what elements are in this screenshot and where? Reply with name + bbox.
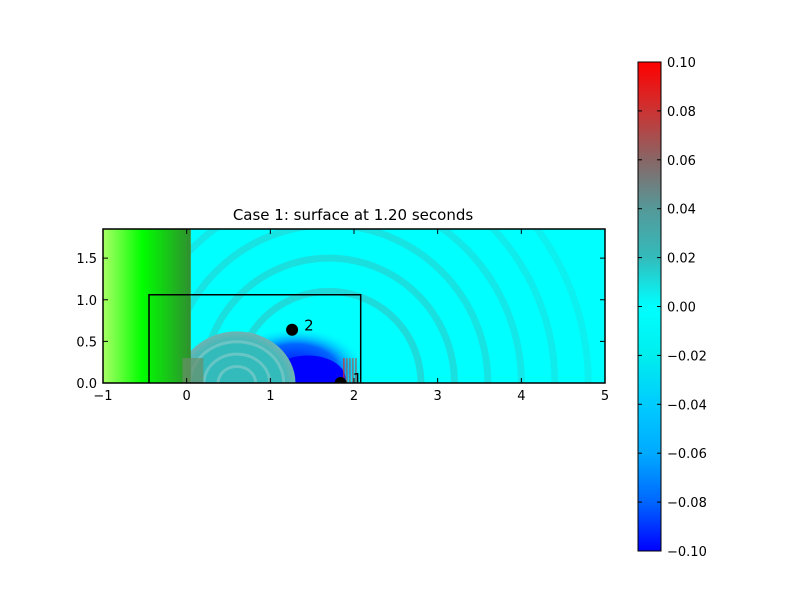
- x-tick-label: −1: [93, 389, 112, 404]
- y-tick-label: 0.0: [76, 377, 97, 392]
- region-box: [148, 294, 362, 383]
- x-tick-label: 3: [434, 389, 442, 404]
- positive-stripe: [343, 358, 345, 383]
- colorbar-tick-label: 0.04: [667, 203, 696, 218]
- colorbar-tick-label: 0.02: [667, 252, 696, 267]
- colorbar-tick-label: −0.08: [667, 496, 707, 511]
- y-tick-label: 1.0: [76, 294, 97, 309]
- y-tick-label: 0.5: [76, 335, 97, 350]
- positive-stripe: [346, 358, 348, 383]
- colorbar-tick-label: −0.06: [667, 447, 707, 462]
- gauge-marker-2: [286, 323, 299, 336]
- colorbar-tick-label: 0.00: [667, 301, 696, 316]
- plot-title: Case 1: surface at 1.20 seconds: [233, 206, 474, 224]
- y-axis: 0.0 0.5 1.0 1.5: [76, 252, 605, 392]
- gauge-label-2: 2: [304, 317, 314, 335]
- bump-contour: [188, 340, 286, 383]
- colorbar: 0.10 0.08 0.06 0.04 0.02 0.00 −0.02 −0.04 −0.06 −…: [637, 56, 707, 560]
- x-tick-label: 4: [517, 389, 525, 404]
- colorbar-tick-label: 0.10: [667, 56, 696, 71]
- colorbar-tick-label: −0.02: [667, 349, 707, 364]
- wave-ring: [233, 287, 425, 383]
- surface-field: 12: [103, 229, 605, 388]
- bump-contour: [202, 352, 272, 383]
- x-tick-label: 5: [601, 389, 609, 404]
- x-tick-label: 0: [183, 389, 191, 404]
- gauge-label-1: 1: [353, 370, 363, 388]
- positive-stripe: [349, 358, 351, 383]
- land-region: [103, 229, 191, 383]
- x-tick-label: 1: [266, 389, 274, 404]
- x-axis: −1 0 1 2 3 4 5: [93, 229, 609, 404]
- positive-stripe: [352, 358, 354, 383]
- gauge-marker-1: [334, 377, 347, 383]
- colorbar-tick-label: −0.04: [667, 398, 707, 413]
- colorbar-tick-label: 0.06: [667, 154, 696, 169]
- y-tick-label: 1.5: [76, 252, 97, 267]
- shoreline: [182, 358, 204, 383]
- x-tick-label: 2: [350, 389, 358, 404]
- positive-stripe: [355, 358, 357, 383]
- colorbar-tick-label: 0.08: [667, 105, 696, 120]
- wave-ring: [199, 254, 458, 383]
- colorbar-tick-label: −0.10: [667, 545, 707, 560]
